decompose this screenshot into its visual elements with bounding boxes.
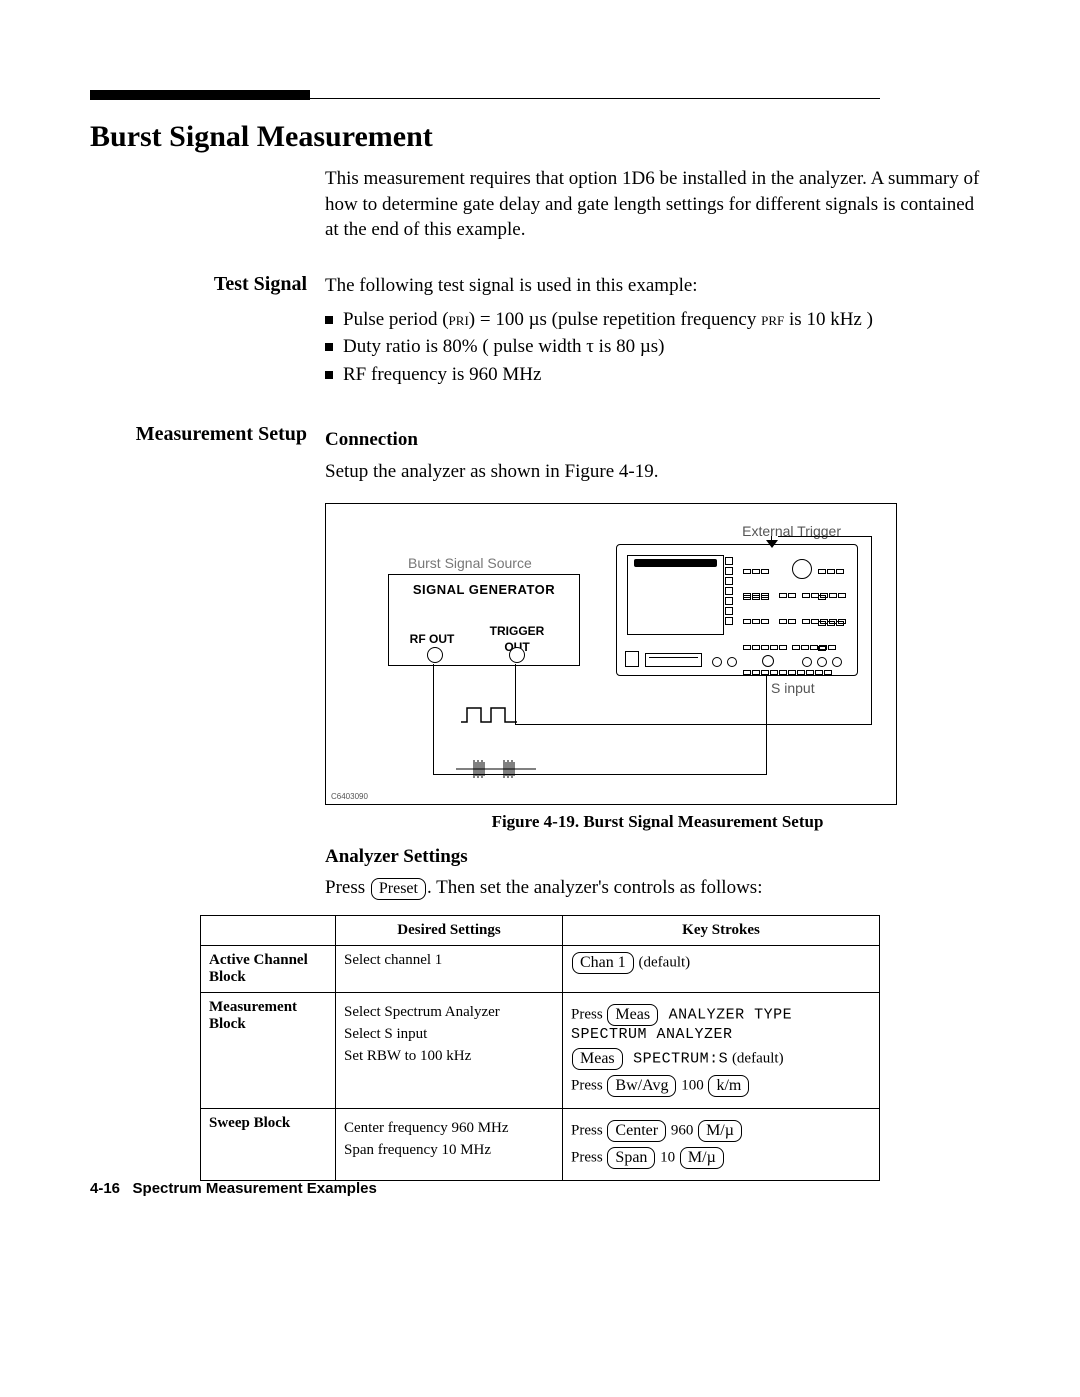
pulse-waveform-icon	[461, 706, 521, 724]
table-header-row: Desired Settings Key Strokes	[201, 915, 880, 945]
analyzer-settings-head: Analyzer Settings	[325, 844, 990, 870]
page: Burst Signal Measurement This measuremen…	[0, 0, 1080, 1397]
signal-generator-box: SIGNAL GENERATOR RF OUT TRIGGER OUT	[388, 574, 580, 666]
list-item: Duty ratio is 80% ( pulse width τ is 80 …	[325, 334, 990, 360]
center-key: Center	[607, 1120, 666, 1142]
figure-4-19: External Trigger Burst Signal Source SIG…	[325, 503, 897, 805]
intro-text: This measurement requires that option 1D…	[325, 166, 990, 243]
settings-table: Desired Settings Key Strokes Active Chan…	[200, 915, 880, 1181]
footer-section: Spectrum Measurement Examples	[133, 1180, 377, 1197]
keystroke-cell: Chan 1 (default)	[563, 945, 880, 992]
chan1-key: Chan 1	[572, 952, 634, 974]
col-blank	[201, 915, 336, 945]
mmu-key: M/µ	[680, 1147, 724, 1169]
span-key: Span	[607, 1147, 655, 1169]
figure-caption: Figure 4-19. Burst Signal Measurement Se…	[325, 811, 990, 834]
rf-out-label: RF OUT	[407, 631, 457, 647]
arrow-down-icon	[766, 540, 778, 548]
analyzer-screen	[627, 555, 724, 635]
row-head: Measurement Block	[201, 992, 336, 1108]
mmu-key: M/µ	[698, 1120, 742, 1142]
test-signal-label: Test Signal	[90, 273, 325, 296]
signal-generator-title: SIGNAL GENERATOR	[389, 581, 579, 599]
analyzer-box	[616, 544, 858, 676]
screen-header	[634, 559, 717, 567]
trigger-out-port	[509, 647, 525, 663]
test-signal-lead: The following test signal is used in thi…	[325, 273, 990, 299]
page-title: Burst Signal Measurement	[90, 120, 990, 154]
desired-cell: Select Spectrum Analyzer Select S input …	[336, 992, 563, 1108]
keystroke-cell: Press Center 960 M/µ Press Span 10 M/µ	[563, 1108, 880, 1180]
desired-cell: Select channel 1	[336, 945, 563, 992]
measurement-setup-label: Measurement Setup	[90, 423, 325, 446]
connection-head: Connection	[325, 427, 990, 453]
page-number: 4-16	[90, 1180, 120, 1197]
table-row: Measurement Block Select Spectrum Analyz…	[201, 992, 880, 1108]
s-input-port	[762, 655, 774, 667]
ext-trigger-label: External Trigger	[742, 522, 841, 541]
analyzer-settings-text: Press Preset. Then set the analyzer's co…	[325, 875, 990, 901]
rf-out-port	[427, 647, 443, 663]
page-footer: 4-16 Spectrum Measurement Examples	[90, 1180, 377, 1197]
row-head: Sweep Block	[201, 1108, 336, 1180]
km-key: k/m	[708, 1075, 749, 1097]
disk-slot	[645, 653, 702, 667]
power-switch	[625, 651, 639, 667]
meas-key: Meas	[607, 1004, 658, 1026]
meas-key: Meas	[572, 1048, 623, 1070]
softkey-column	[725, 557, 733, 625]
desired-cell: Center frequency 960 MHz Span frequency …	[336, 1108, 563, 1180]
test-signal-list: Pulse period (pri) = 100 µs (pulse repet…	[325, 307, 990, 388]
list-item: RF frequency is 960 MHz	[325, 362, 990, 388]
bwavg-key: Bw/Avg	[607, 1075, 676, 1097]
table-row: Sweep Block Center frequency 960 MHz Spa…	[201, 1108, 880, 1180]
s-input-label: S input	[771, 679, 815, 698]
title-rule-thin	[310, 98, 880, 99]
connection-text: Setup the analyzer as shown in Figure 4-…	[325, 459, 990, 485]
col-keystrokes: Key Strokes	[563, 915, 880, 945]
list-item: Pulse period (pri) = 100 µs (pulse repet…	[325, 307, 990, 333]
burst-waveform-icon	[456, 759, 536, 779]
rotary-knob	[792, 559, 812, 579]
keystroke-cell: Press Meas ANALYZER TYPE SPECTRUM ANALYZ…	[563, 992, 880, 1108]
burst-source-label: Burst Signal Source	[408, 554, 532, 573]
col-desired: Desired Settings	[336, 915, 563, 945]
button-cluster-3	[742, 581, 852, 684]
table-row: Active Channel Block Select channel 1 Ch…	[201, 945, 880, 992]
figure-code: C6403090	[331, 792, 368, 803]
row-head: Active Channel Block	[201, 945, 336, 992]
title-rule-heavy	[90, 90, 310, 100]
preset-key: Preset	[371, 878, 426, 900]
